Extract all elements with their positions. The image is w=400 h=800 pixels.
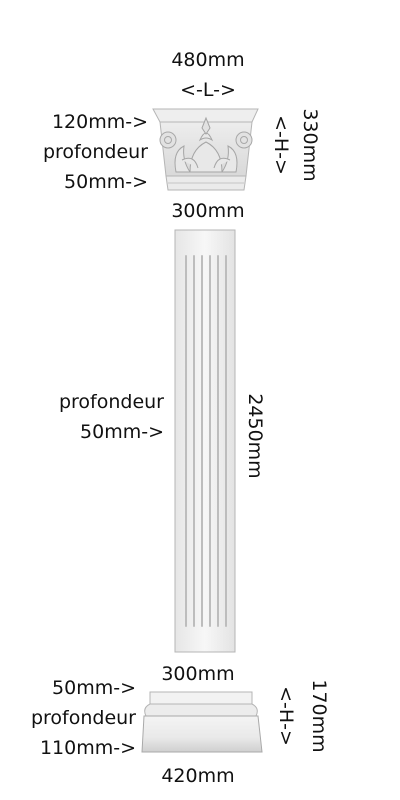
left-volute (159, 131, 177, 149)
capital-top-depth: 120mm-> (51, 111, 148, 133)
base-bottom-depth: 110mm-> (39, 737, 136, 759)
capital-depth-word: profondeur (42, 141, 148, 163)
shaft-height-value: 2450mm (244, 393, 266, 479)
column-base (141, 691, 263, 753)
base-bottom-width: 420mm (161, 765, 235, 787)
capital-height-value: 330mm (299, 108, 321, 182)
capital-bottom-width: 300mm (171, 200, 245, 222)
base-top-depth: 50mm-> (52, 677, 136, 699)
base-top-width: 300mm (161, 663, 235, 685)
shaft-depth-word: profondeur (58, 391, 164, 413)
fluted-shaft (174, 229, 236, 653)
corinthian-capital (152, 108, 259, 191)
capital-width-value: 480mm (171, 49, 245, 71)
acanthus-leaves (174, 132, 238, 173)
capital-height-symbol: <-H-> (270, 115, 292, 175)
fleuron (201, 116, 211, 135)
base-plinth (141, 715, 263, 753)
base-top-band (149, 691, 253, 705)
base-height-symbol: <-H-> (275, 686, 297, 746)
capital-width-symbol: <-L-> (180, 79, 236, 101)
base-torus (144, 703, 258, 717)
base-height-value: 170mm (308, 679, 330, 753)
base-depth-word: profondeur (30, 707, 136, 729)
capital-bottom-depth: 50mm-> (64, 171, 148, 193)
right-volute (235, 131, 253, 149)
shaft-flutes (185, 255, 227, 627)
shaft-depth-value: 50mm-> (80, 421, 164, 443)
